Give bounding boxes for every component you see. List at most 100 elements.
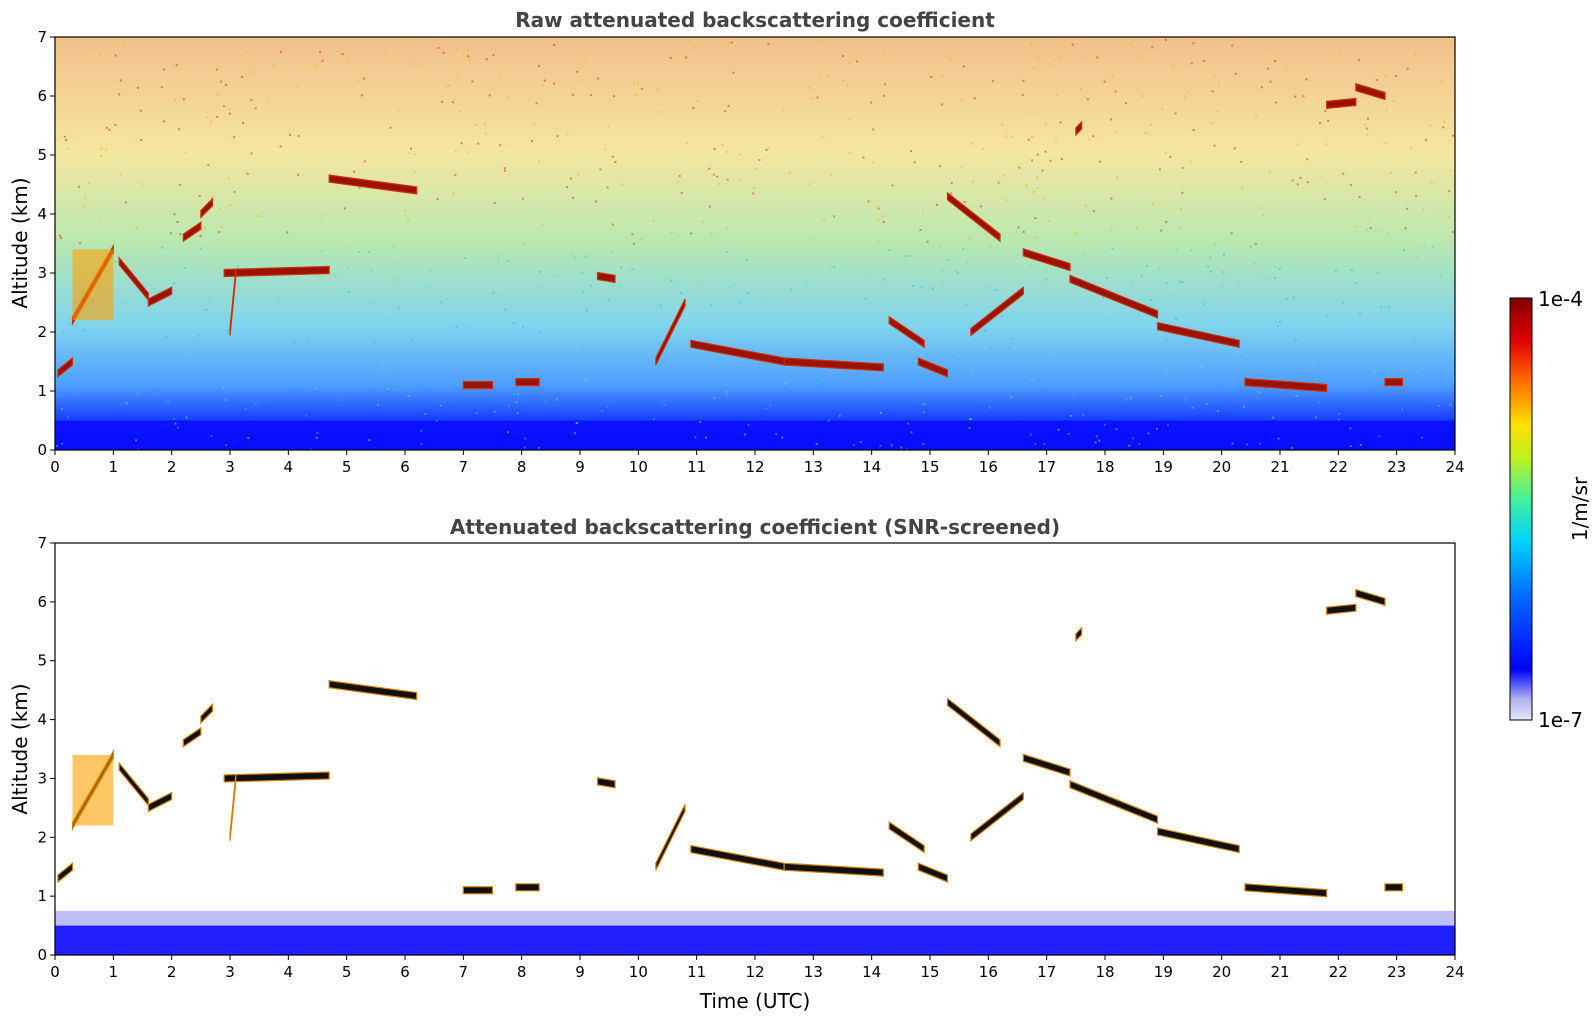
noise-speckle	[1000, 314, 1003, 317]
x-tick-label: 21	[1270, 458, 1289, 476]
noise-speckle	[244, 50, 247, 53]
x-tick-label: 10	[629, 963, 648, 981]
noise-speckle	[607, 299, 610, 302]
noise-speckle	[105, 148, 108, 151]
noise-speckle	[1059, 121, 1062, 124]
noise-speckle	[1111, 248, 1114, 251]
x-tick-label: 21	[1270, 963, 1289, 981]
noise-speckle	[725, 390, 728, 393]
noise-speckle	[1147, 432, 1150, 435]
noise-speckle	[738, 153, 741, 156]
x-tick-label: 4	[284, 458, 294, 476]
noise-speckle	[580, 78, 583, 81]
noise-speckle	[1263, 276, 1266, 279]
noise-speckle	[497, 255, 500, 258]
noise-speckle	[553, 43, 556, 46]
noise-speckle	[153, 393, 156, 396]
noise-speckle	[871, 161, 874, 164]
noise-speckle	[1385, 74, 1388, 77]
noise-speckle	[1030, 378, 1033, 381]
colorbar-min-label: 1e-7	[1538, 708, 1583, 732]
noise-speckle	[611, 223, 614, 226]
noise-speckle	[1154, 303, 1157, 306]
noise-speckle	[368, 439, 371, 442]
cloud-layer	[229, 774, 237, 841]
noise-speckle	[1187, 91, 1190, 94]
noise-speckle	[940, 74, 943, 77]
noise-speckle	[1178, 227, 1181, 230]
noise-speckle	[1314, 416, 1317, 419]
noise-speckle	[1180, 207, 1183, 210]
noise-speckle	[1001, 123, 1004, 126]
noise-speckle	[910, 150, 913, 153]
noise-speckle	[1394, 191, 1397, 194]
noise-speckle	[297, 134, 300, 137]
noise-speckle	[572, 196, 575, 199]
x-tick-label: 24	[1445, 963, 1464, 981]
x-tick-label: 6	[400, 963, 410, 981]
cloud-layer	[655, 804, 686, 871]
noise-speckle	[314, 387, 317, 390]
noise-speckle	[1158, 168, 1161, 171]
noise-speckle	[994, 288, 997, 291]
noise-speckle	[121, 301, 124, 304]
boundary-layer-fringe	[55, 910, 1455, 926]
noise-speckle	[218, 231, 221, 234]
noise-speckle	[1318, 122, 1321, 125]
noise-speckle	[165, 335, 168, 338]
cloud-layer	[1156, 321, 1240, 349]
noise-speckle	[1150, 298, 1153, 301]
noise-speckle	[726, 227, 729, 230]
noise-speckle	[1046, 356, 1049, 359]
noise-speckle	[1183, 96, 1186, 99]
noise-speckle	[1099, 160, 1102, 163]
noise-speckle	[1278, 267, 1281, 270]
noise-speckle	[1092, 210, 1095, 213]
x-tick-label: 8	[517, 963, 527, 981]
noise-speckle	[541, 223, 544, 226]
noise-speckle	[410, 339, 413, 342]
noise-speckle	[1176, 319, 1179, 322]
noise-speckle	[1057, 57, 1060, 60]
noise-speckle	[699, 421, 702, 424]
cloud-layer	[946, 697, 1001, 748]
noise-speckle	[1036, 187, 1039, 190]
noise-speckle	[728, 41, 731, 44]
noise-speckle	[739, 301, 742, 304]
noise-speckle	[474, 123, 477, 126]
cloud-layer	[917, 357, 949, 378]
noise-speckle	[1392, 100, 1395, 103]
noise-speckle	[538, 330, 541, 333]
noise-speckle	[566, 186, 569, 189]
noise-speckle	[595, 200, 598, 203]
noise-speckle	[1323, 198, 1326, 201]
noise-speckle	[1103, 80, 1106, 83]
noise-speckle	[960, 98, 963, 101]
noise-speckle	[1110, 228, 1113, 231]
noise-speckle	[874, 355, 877, 358]
cloud-layer	[200, 197, 214, 219]
x-tick-label: 6	[400, 458, 410, 476]
noise-speckle	[114, 123, 117, 126]
noise-speckle	[964, 303, 967, 306]
cloud-layer	[515, 378, 540, 387]
noise-speckle	[663, 404, 666, 407]
noise-speckle	[582, 291, 585, 294]
x-tick-label: 20	[1212, 963, 1231, 981]
noise-speckle	[210, 435, 213, 438]
noise-speckle	[852, 444, 855, 447]
noise-speckle	[1442, 121, 1445, 124]
noise-speckle	[392, 245, 395, 248]
noise-speckle	[446, 297, 449, 300]
noise-speckle	[414, 63, 417, 66]
noise-speckle	[451, 331, 454, 334]
noise-speckle	[409, 147, 412, 150]
noise-speckle	[1184, 398, 1187, 401]
noise-speckle	[1041, 169, 1044, 172]
noise-speckle	[1216, 110, 1219, 113]
noise-speckle	[685, 141, 688, 144]
noise-speckle	[337, 399, 340, 402]
noise-speckle	[413, 170, 416, 173]
noise-speckle	[1164, 338, 1167, 341]
noise-speckle	[1384, 141, 1387, 144]
